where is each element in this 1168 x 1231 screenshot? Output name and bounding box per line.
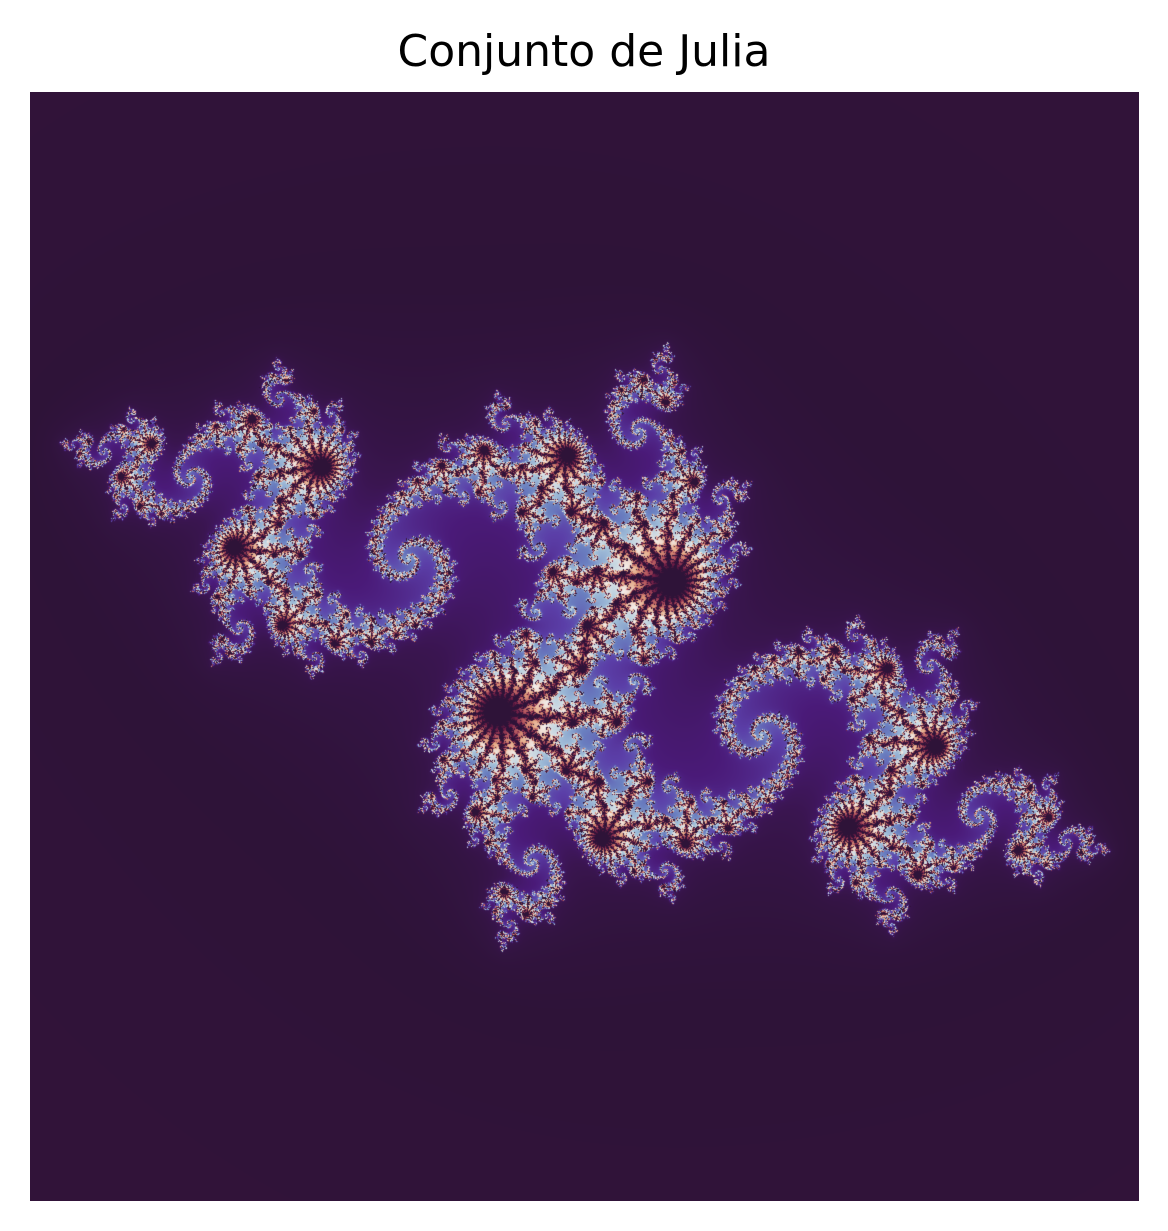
figure-title: Conjunto de Julia [397, 26, 771, 77]
julia-set-image [30, 92, 1139, 1201]
fractal-canvas [30, 92, 1139, 1201]
